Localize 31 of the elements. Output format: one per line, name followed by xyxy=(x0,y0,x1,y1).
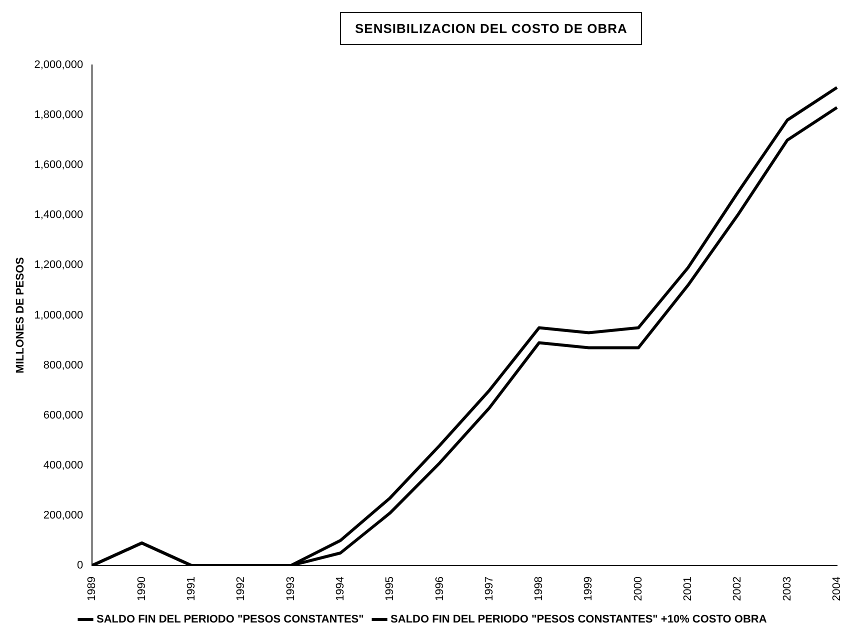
y-tick-label: 0 xyxy=(77,560,84,572)
y-tick-label: 1,400,000 xyxy=(34,209,84,222)
x-tick-label: 1990 xyxy=(136,576,148,602)
chart-title: SENSIBILIZACION DEL COSTO DE OBRA xyxy=(340,12,642,45)
legend-label: SALDO FIN DEL PERIODO "PESOS CONSTANTES" xyxy=(96,614,364,626)
y-tick-label: 1,600,000 xyxy=(34,159,84,172)
x-tick-label: 1991 xyxy=(185,576,198,602)
x-tick-label: 1997 xyxy=(483,576,496,602)
legend-label: SALDO FIN DEL PERIODO "PESOS CONSTANTES" +10% COSTO OBRA xyxy=(390,614,767,626)
x-tick-label: 1989 xyxy=(86,576,98,602)
x-tick-label: 1995 xyxy=(384,576,396,602)
y-tick-label: 200,000 xyxy=(43,510,84,522)
x-tick-label: 2000 xyxy=(632,576,644,602)
x-tick-label: 1996 xyxy=(434,576,446,602)
y-tick-label: 1,200,000 xyxy=(34,259,84,272)
x-tick-label: 1992 xyxy=(235,576,248,602)
y-axis-title: MILLONES DE PESOS xyxy=(14,257,27,374)
x-tick-label: 2001 xyxy=(682,576,694,602)
x-tick-label: 2003 xyxy=(781,576,794,602)
y-tick-label: 1,800,000 xyxy=(34,109,84,122)
y-tick-label: 600,000 xyxy=(43,409,84,422)
y-tick-label: 800,000 xyxy=(43,359,84,372)
x-tick-label: 1999 xyxy=(582,576,595,602)
y-tick-label: 400,000 xyxy=(43,459,84,472)
x-tick-label: 2002 xyxy=(732,576,744,602)
y-tick-label: 1,000,000 xyxy=(34,309,84,322)
x-tick-label: 1993 xyxy=(284,576,297,602)
x-tick-label: 2004 xyxy=(831,576,844,602)
x-tick-label: 1998 xyxy=(533,576,546,602)
y-tick-label: 2,000,000 xyxy=(34,59,84,72)
x-tick-label: 1994 xyxy=(334,576,346,602)
